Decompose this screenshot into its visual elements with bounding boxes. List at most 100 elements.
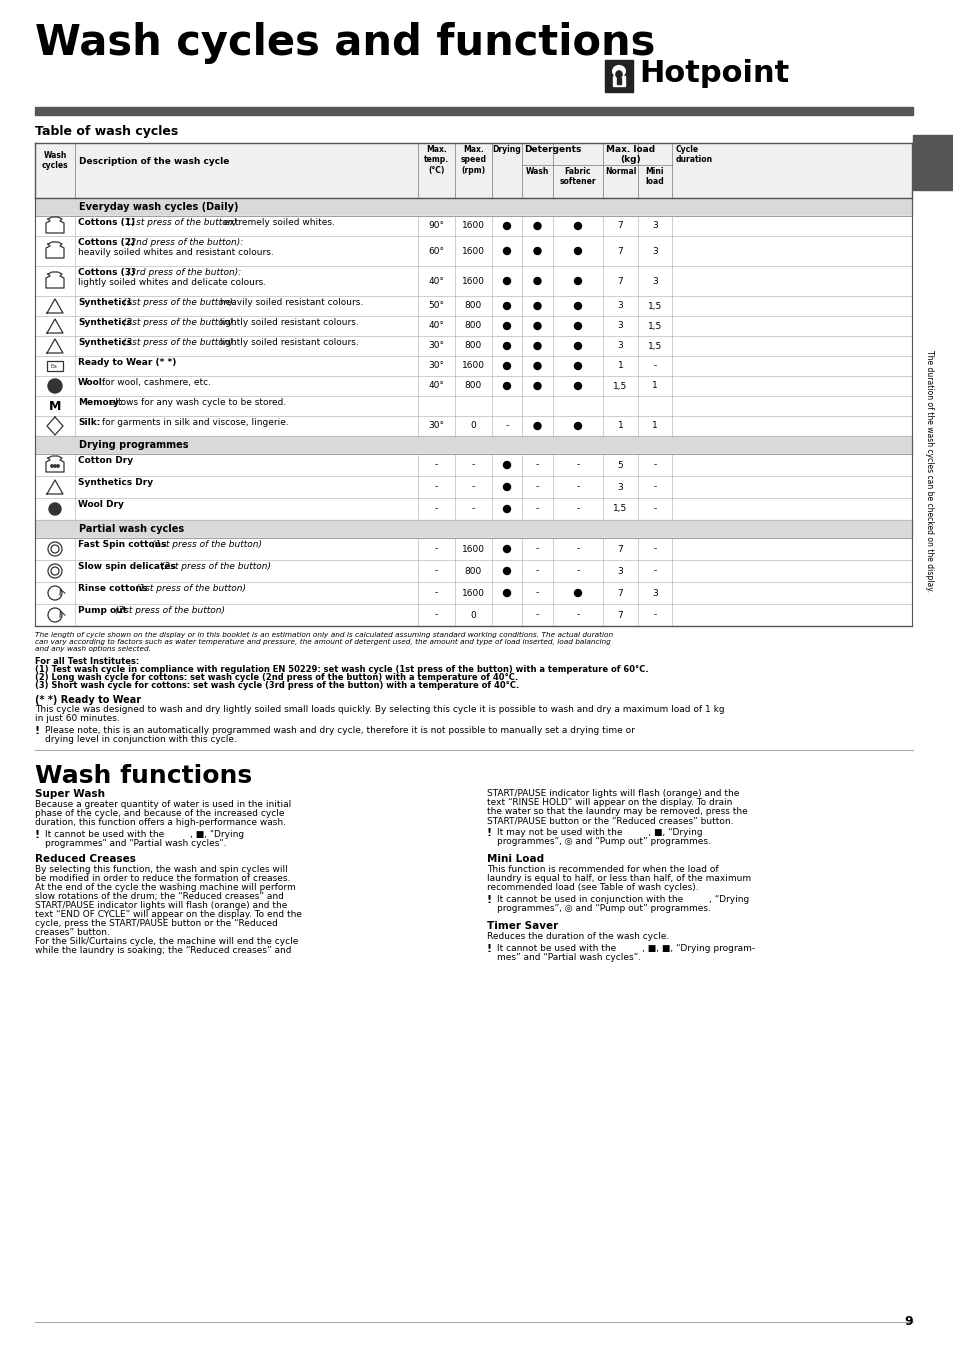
Circle shape (534, 247, 540, 255)
Text: Cottons (2): Cottons (2) (78, 238, 135, 247)
Circle shape (503, 302, 510, 309)
Text: for wool, cashmere, etc.: for wool, cashmere, etc. (99, 378, 211, 387)
Circle shape (534, 323, 540, 329)
Text: while the laundry is soaking; the “Reduced creases” and: while the laundry is soaking; the “Reduc… (35, 946, 292, 954)
Text: By selecting this function, the wash and spin cycles will: By selecting this function, the wash and… (35, 865, 288, 873)
Text: allows for any wash cycle to be stored.: allows for any wash cycle to be stored. (108, 398, 286, 406)
Text: -: - (472, 505, 475, 513)
Text: It may not be used with the         , ■, “Drying: It may not be used with the , ■, “Drying (497, 828, 702, 837)
Text: (1st press of the button):: (1st press of the button): (124, 217, 240, 227)
Text: duration, this function offers a high-performance wash.: duration, this function offers a high-pe… (35, 818, 286, 828)
Text: creases” button.: creases” button. (35, 927, 110, 937)
Text: 1,5: 1,5 (613, 505, 627, 513)
Bar (912, 135, 953, 190)
Text: -: - (536, 610, 538, 620)
Text: and any wash options selected.: and any wash options selected. (35, 647, 151, 652)
Text: Because a greater quantity of water is used in the initial: Because a greater quantity of water is u… (35, 801, 291, 809)
Text: 7: 7 (617, 544, 622, 554)
Bar (35, 216, 911, 236)
Ellipse shape (616, 72, 621, 78)
Text: 1: 1 (652, 421, 658, 431)
Text: 7: 7 (617, 247, 622, 255)
Text: heavily soiled resistant colours.: heavily soiled resistant colours. (217, 298, 363, 306)
Text: Fabric
softener: Fabric softener (559, 167, 596, 186)
Text: Wool Dry: Wool Dry (78, 500, 124, 509)
Text: drying level in conjunction with this cycle.: drying level in conjunction with this cy… (45, 734, 236, 744)
Bar (35, 498, 911, 520)
Text: (1st press of the button): (1st press of the button) (132, 585, 245, 593)
Text: -: - (576, 505, 579, 513)
Circle shape (503, 462, 510, 468)
Text: Fast Spin cottons: Fast Spin cottons (78, 540, 167, 549)
Circle shape (503, 343, 510, 350)
Text: 7: 7 (617, 277, 622, 285)
Text: 1600: 1600 (461, 247, 484, 255)
Text: -: - (435, 482, 437, 491)
Text: 3: 3 (617, 567, 622, 575)
Circle shape (574, 323, 581, 329)
Text: Synthetics: Synthetics (78, 319, 132, 327)
Text: 1,5: 1,5 (647, 342, 661, 351)
Text: -: - (435, 505, 437, 513)
Bar (35, 396, 911, 416)
Circle shape (574, 363, 581, 370)
Bar (35, 266, 911, 296)
Text: Table of wash cycles: Table of wash cycles (35, 126, 178, 138)
Text: -: - (536, 544, 538, 554)
Bar (35, 603, 911, 626)
Text: START/PAUSE indicator lights will flash (orange) and the: START/PAUSE indicator lights will flash … (35, 900, 287, 910)
Text: Ea: Ea (51, 363, 58, 369)
Bar (35, 520, 911, 539)
Bar (47, 360, 63, 371)
Text: 40°: 40° (428, 382, 444, 390)
Text: text “END OF CYCLE” will appear on the display. To end the: text “END OF CYCLE” will appear on the d… (35, 910, 302, 919)
Circle shape (503, 323, 510, 329)
Text: Max.
temp.
(°C): Max. temp. (°C) (423, 144, 449, 174)
Text: Cycle
duration: Cycle duration (676, 144, 713, 165)
Text: Detergents: Detergents (523, 144, 580, 154)
Text: Partial wash cycles: Partial wash cycles (79, 524, 184, 535)
Text: For all Test Institutes:: For all Test Institutes: (35, 657, 139, 666)
Circle shape (574, 278, 581, 285)
Circle shape (503, 483, 510, 490)
Text: lightly soiled resistant colours.: lightly soiled resistant colours. (217, 319, 358, 327)
Text: 30°: 30° (428, 342, 444, 351)
Text: (1st press of the button):: (1st press of the button): (120, 298, 235, 306)
Text: recommended load (see Table of wash cycles).: recommended load (see Table of wash cycl… (486, 883, 698, 892)
Text: 60°: 60° (428, 247, 444, 255)
Text: (2st press of the button): (2st press of the button) (112, 606, 224, 616)
Text: heavily soiled whites and resistant colours.: heavily soiled whites and resistant colo… (78, 248, 274, 256)
Text: -: - (435, 544, 437, 554)
Text: 7: 7 (617, 221, 622, 231)
Text: programmes" and "Partial wash cycles".: programmes" and "Partial wash cycles". (45, 838, 226, 848)
Text: Wash: Wash (525, 167, 549, 176)
Circle shape (534, 382, 540, 390)
Text: START/PAUSE indicator lights will flash (orange) and the: START/PAUSE indicator lights will flash … (486, 788, 739, 798)
Text: Cotton Dry: Cotton Dry (78, 456, 133, 464)
Text: 90°: 90° (428, 221, 444, 231)
Text: 1600: 1600 (461, 544, 484, 554)
Text: This cycle was designed to wash and dry lightly soiled small loads quickly. By s: This cycle was designed to wash and dry … (35, 705, 724, 714)
Text: -: - (536, 567, 538, 575)
Text: 800: 800 (464, 342, 481, 351)
Bar (35, 560, 911, 582)
Text: in just 60 minutes.: in just 60 minutes. (35, 714, 120, 724)
Text: text “RINSE HOLD” will appear on the display. To drain: text “RINSE HOLD” will appear on the dis… (486, 798, 732, 807)
Text: slow rotations of the drum; the “Reduced creases” and: slow rotations of the drum; the “Reduced… (35, 892, 284, 900)
Text: -: - (435, 460, 437, 470)
Text: -: - (576, 544, 579, 554)
Text: 1,5: 1,5 (613, 382, 627, 390)
Circle shape (503, 545, 510, 552)
Text: 1600: 1600 (461, 362, 484, 370)
Bar (35, 436, 911, 454)
Text: 1,5: 1,5 (647, 301, 661, 310)
Circle shape (574, 382, 581, 390)
Text: -: - (536, 505, 538, 513)
Text: The duration of the wash cycles can be checked on the display.: The duration of the wash cycles can be c… (924, 350, 934, 593)
Text: Mini Load: Mini Load (486, 855, 543, 864)
Circle shape (574, 590, 581, 597)
Text: Drying: Drying (492, 144, 521, 154)
Text: (2st press of the button):: (2st press of the button): (120, 319, 235, 327)
Text: Cottons (3): Cottons (3) (78, 269, 135, 277)
Text: -: - (653, 610, 656, 620)
